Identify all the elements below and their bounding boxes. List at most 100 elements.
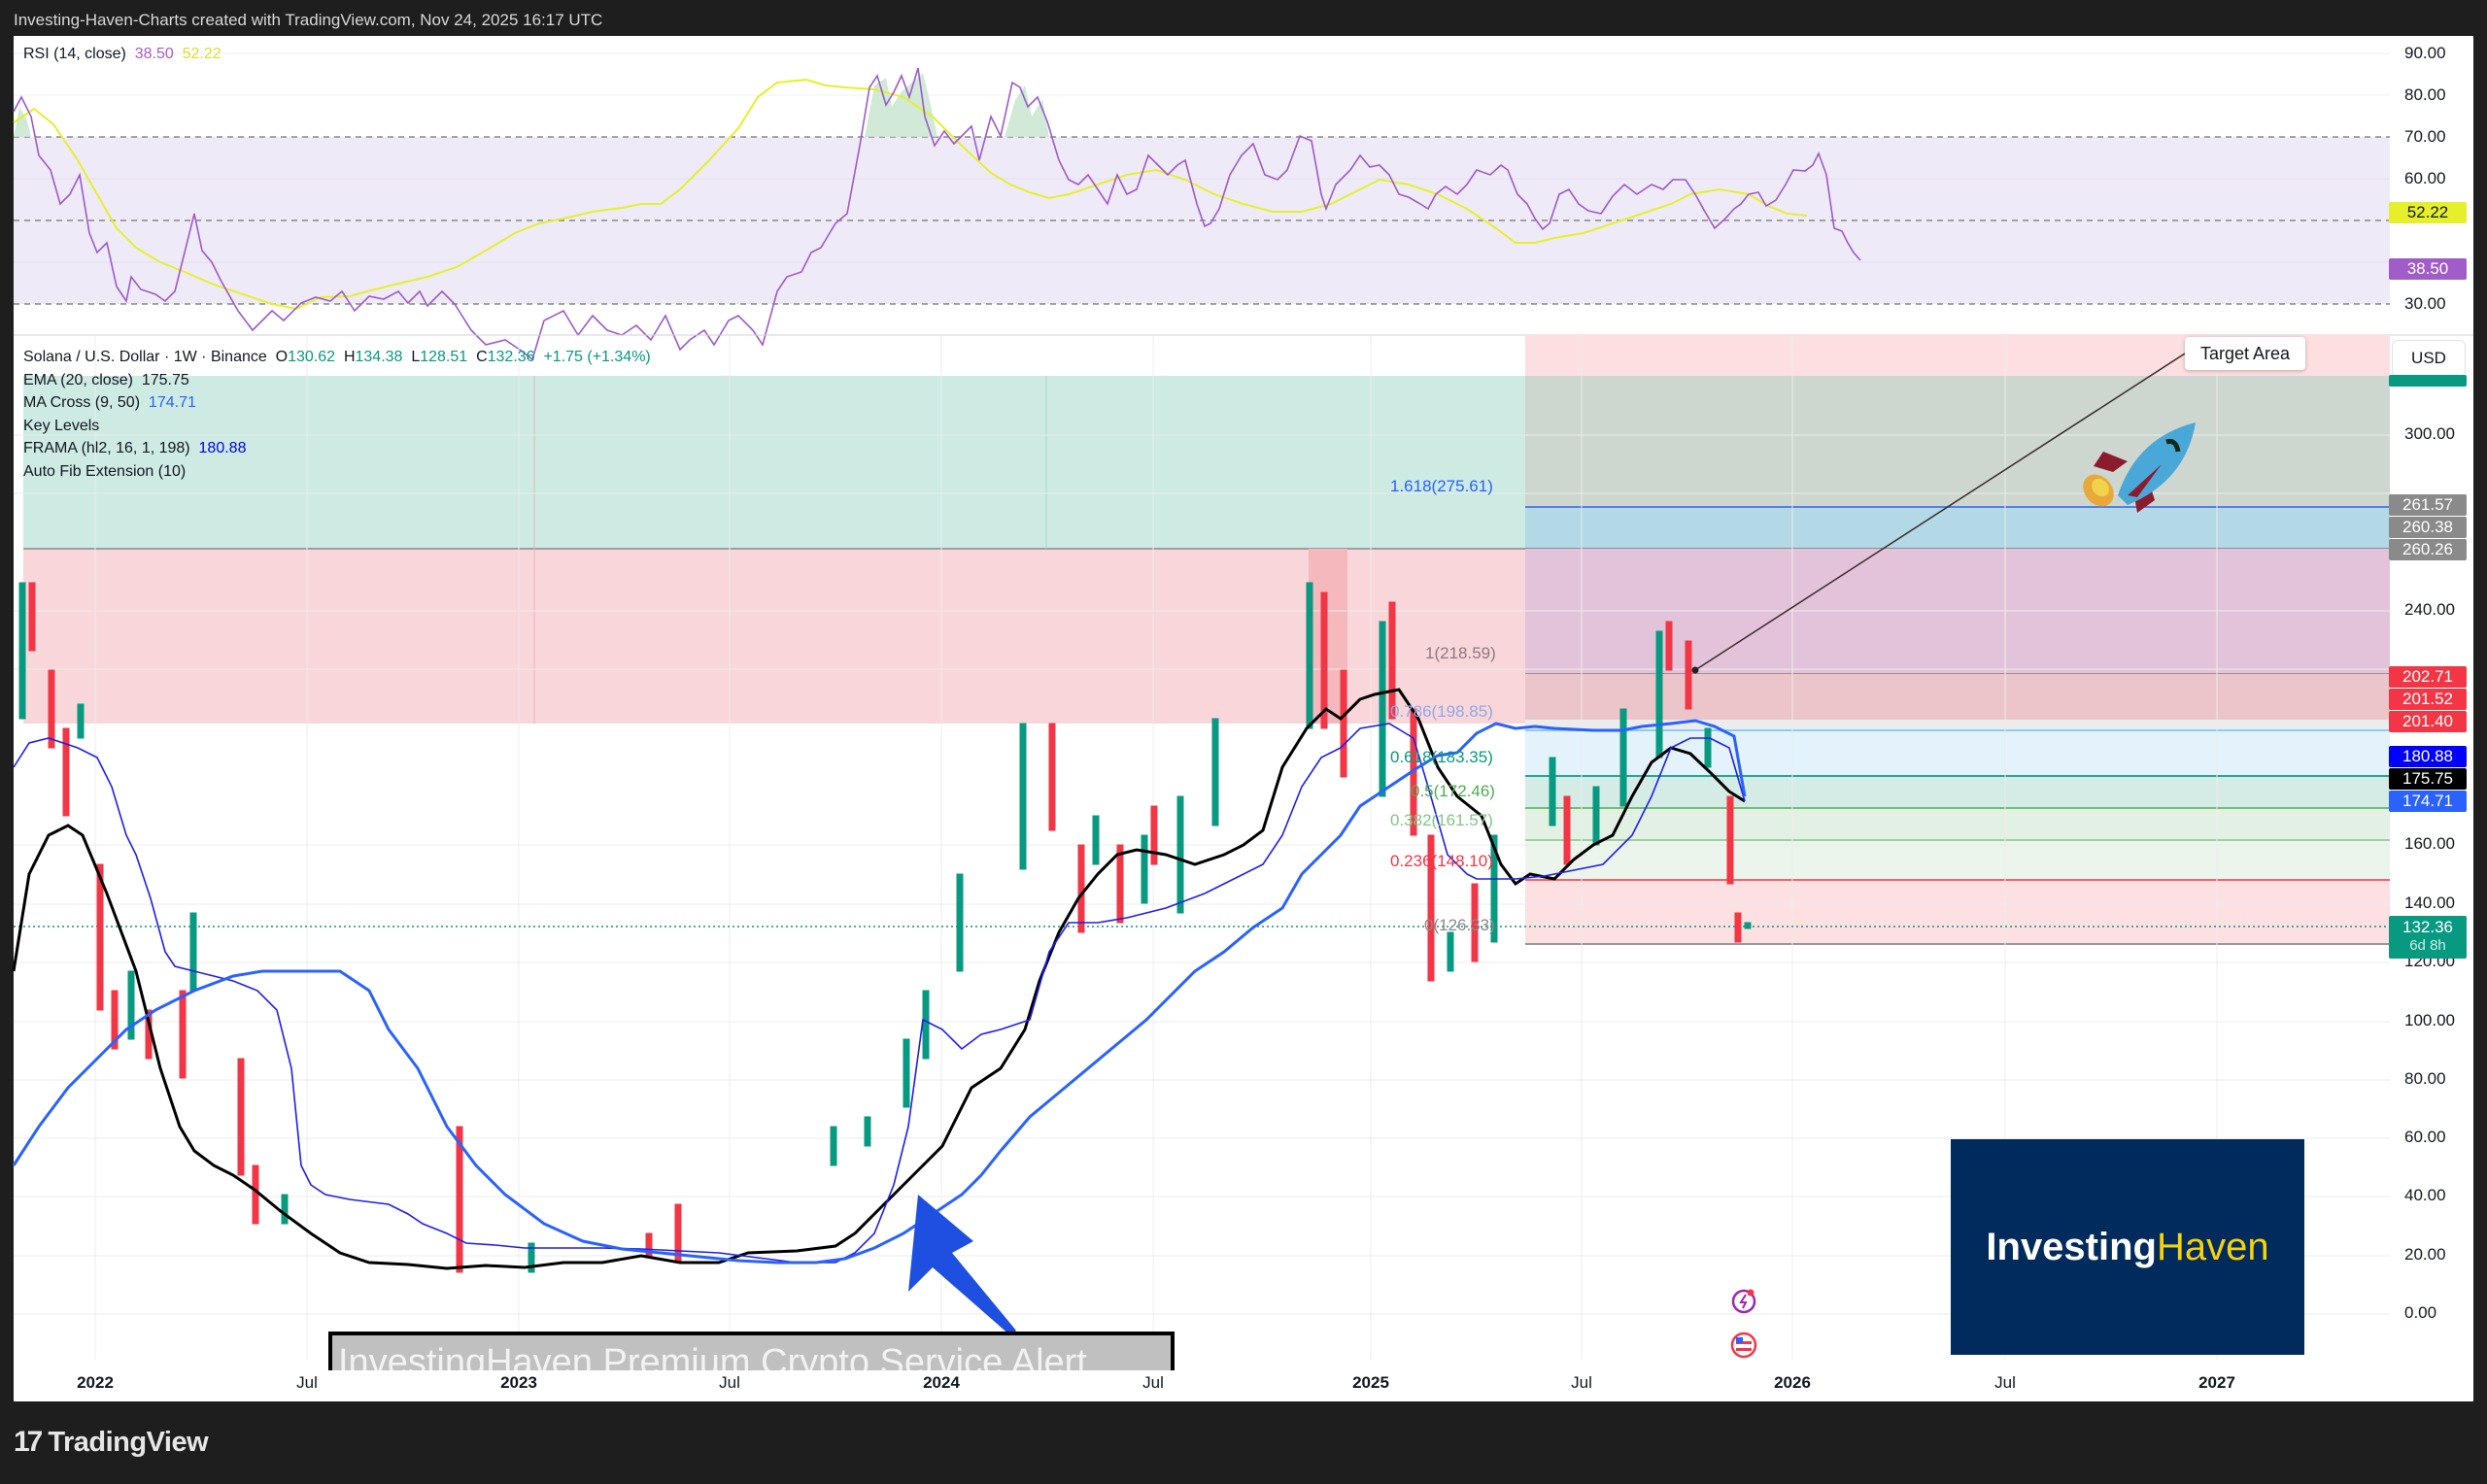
fib-label: 0(126.33)	[1424, 916, 1495, 934]
indicator-name: Auto Fib Extension (10)	[23, 462, 187, 480]
rsi-overbought-fill	[14, 73, 1049, 137]
tradingview-branding[interactable]: 17 TradingView	[14, 1426, 209, 1459]
bar-countdown: 6d 8h	[2409, 937, 2446, 954]
rsi-axis-tick: 60.00	[2404, 169, 2446, 187]
time-axis-label: 2023	[500, 1373, 537, 1392]
blue-arrow-icon	[908, 1195, 1016, 1335]
fib-label: 0.5(172.46)	[1411, 782, 1495, 800]
indicator-ma-cross[interactable]: MA Cross (9, 50) 174.71	[23, 391, 651, 415]
indicator-name: EMA (20, close)	[23, 371, 133, 388]
indicator-name: FRAMA (hl2, 16, 1, 198)	[23, 440, 190, 456]
indicator-frama[interactable]: FRAMA (hl2, 16, 1, 198) 180.88	[23, 437, 651, 460]
price-axis-tick: 40.00	[2404, 1186, 2446, 1204]
rsi-ma-line	[13, 78, 1808, 311]
key-level-tag: 201.40	[2389, 711, 2467, 732]
indicator-value: 174.71	[148, 394, 196, 411]
rsi-legend: RSI (14, close) 38.50 52.22	[23, 46, 221, 63]
low-label: L	[411, 349, 421, 365]
close-value: 132.36	[487, 349, 535, 365]
time-axis-label: 2026	[1774, 1373, 1811, 1392]
logo-text-yellow: Haven	[2156, 1225, 2269, 1268]
last-price-tag: 132.36 6d 8h	[2389, 916, 2467, 959]
symbol-title[interactable]: Solana / U.S. Dollar · 1W · Binance	[23, 349, 267, 365]
time-axis-label: 2024	[923, 1373, 960, 1392]
rsi-axis-tick: 70.00	[2404, 127, 2446, 146]
time-axis-label: 2025	[1352, 1373, 1389, 1392]
price-axis-tick: 20.00	[2404, 1245, 2446, 1264]
fib-label: 0.382(161.57)	[1390, 811, 1493, 829]
key-level-tag: 202.71	[2389, 666, 2467, 688]
indicator-auto-fib[interactable]: Auto Fib Extension (10)	[23, 460, 651, 484]
key-level-tag: 261.57	[2389, 494, 2467, 516]
rsi-title: RSI (14, close)	[23, 46, 126, 62]
rsi-guide-lines	[14, 136, 2390, 305]
price-axis-tick: 100.00	[2404, 1011, 2455, 1029]
premium-alert-callout[interactable]: InvestingHaven Premium Crypto Service Al…	[328, 1332, 1175, 1370]
rsi-axis-tick: 30.00	[2404, 294, 2446, 313]
indicator-value: 180.88	[198, 440, 247, 456]
fib-label: 1.618(275.61)	[1390, 477, 1493, 495]
ema-20-line	[12, 688, 1746, 1270]
key-level-tag: 260.26	[2389, 539, 2467, 560]
tradingview-logo-icon: 17	[14, 1426, 43, 1458]
indicator-ema[interactable]: EMA (20, close) 175.75	[23, 369, 651, 392]
logo-text-white: Investing	[1986, 1225, 2157, 1268]
price-axis-tick: 160.00	[2404, 834, 2455, 853]
price-pane-zones	[23, 335, 2390, 945]
tradingview-logo-text: TradingView	[48, 1426, 209, 1458]
price-legend: Solana / U.S. Dollar · 1W · Binance O130…	[23, 346, 651, 483]
price-axis-tick: 240.00	[2404, 600, 2455, 619]
time-axis-label: Jul	[1994, 1373, 2016, 1392]
chart-caption: Investing-Haven-Charts created with Trad…	[14, 11, 603, 29]
price-axis-tick: 140.00	[2404, 894, 2455, 912]
time-axis-label: Jul	[1571, 1373, 1592, 1392]
high-value: 134.38	[355, 349, 403, 365]
frama-tag: 180.88	[2389, 746, 2467, 767]
rsi-value: 38.50	[134, 46, 174, 62]
fib-label: 0.786(198.85)	[1390, 702, 1493, 721]
rsi-axis-tick: 90.00	[2404, 44, 2446, 62]
close-label: C	[476, 349, 488, 365]
events-icon[interactable]	[1731, 1289, 1756, 1314]
target-trend-line	[1694, 353, 2186, 671]
indicator-value: 175.75	[141, 371, 189, 388]
fib-label: 0.236(148.10)	[1390, 852, 1493, 870]
top-cutoff-tag	[2389, 375, 2467, 387]
rocket-icon	[2083, 422, 2196, 513]
indicator-name: MA Cross (9, 50)	[23, 394, 141, 411]
indicator-name: Key Levels	[23, 417, 100, 434]
price-axis-tick: 60.00	[2404, 1128, 2446, 1146]
currency-selector[interactable]: USD	[2392, 340, 2466, 377]
high-label: H	[343, 349, 356, 365]
ma-cross-slow-line	[12, 719, 1747, 1265]
fib-label: 0.618(183.35)	[1390, 748, 1493, 766]
rsi-axis-tick: 80.00	[2404, 85, 2446, 104]
rsi-gridlines	[14, 52, 2390, 263]
ema-tag: 175.75	[2389, 768, 2467, 790]
price-axis-tick: 80.00	[2404, 1069, 2446, 1088]
open-label: O	[275, 349, 289, 365]
candles	[18, 582, 1752, 1273]
investinghaven-logo: Investing Haven	[1951, 1139, 2304, 1355]
chart-caption-bar: Investing-Haven-Charts created with Trad…	[0, 0, 2487, 36]
fib-label: 1(218.59)	[1425, 644, 1496, 662]
ma-cross-fast-line	[13, 723, 1746, 1264]
target-line-anchor	[1691, 666, 1699, 674]
indicator-key-levels[interactable]: Key Levels	[23, 415, 651, 438]
rsi-line	[13, 67, 1861, 361]
time-axis-label: Jul	[719, 1373, 740, 1392]
open-value: 130.62	[288, 349, 336, 365]
change-value: +1.75 (+1.34%)	[543, 349, 651, 365]
low-value: 128.51	[420, 349, 468, 365]
last-price-value: 132.36	[2402, 918, 2453, 936]
ma-cross-tag: 174.71	[2389, 791, 2467, 812]
us-flag-event-icon[interactable]	[1730, 1332, 1757, 1359]
target-area-label[interactable]: Target Area	[2185, 337, 2305, 370]
key-level-tag: 201.52	[2389, 689, 2467, 710]
rsi-value-tag: 38.50	[2389, 258, 2467, 280]
rsi-ma-value: 52.22	[182, 46, 221, 62]
symbol-row: Solana / U.S. Dollar · 1W · Binance O130…	[23, 346, 651, 369]
rsi-pane	[13, 52, 2390, 361]
price-axis-tick: 300.00	[2404, 424, 2455, 443]
